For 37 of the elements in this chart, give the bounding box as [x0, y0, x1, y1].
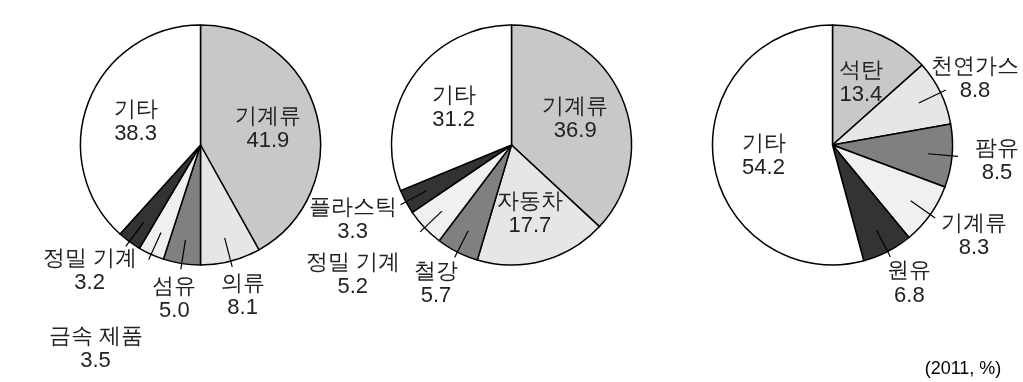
- slice-label: 기계류: [234, 103, 301, 129]
- data-label: 36.9: [553, 116, 597, 142]
- data-label: 8.3: [958, 234, 990, 260]
- slice-label: 정밀 기계: [305, 248, 400, 274]
- data-label: 3.3: [337, 217, 368, 243]
- slice-label: 플라스틱: [308, 193, 397, 219]
- data-label: 5.2: [337, 272, 369, 298]
- data-label: 13.4: [839, 81, 883, 107]
- data-label: 8.1: [227, 293, 258, 319]
- slice-label: 원유: [887, 257, 932, 283]
- slice-label: 기계류: [941, 209, 1008, 235]
- data-label: 17.7: [508, 211, 552, 237]
- data-label: 3.5: [80, 347, 111, 373]
- slice-label: 기계류: [542, 92, 609, 118]
- data-label: 5.0: [159, 296, 190, 322]
- data-label: 38.3: [114, 119, 157, 145]
- slice-label: 천연가스: [931, 53, 1019, 79]
- slice-label: 의류: [220, 269, 265, 295]
- data-label: 3.2: [74, 268, 105, 294]
- legend-label: 정밀 기계: [42, 244, 137, 270]
- data-label: 54.2: [742, 153, 785, 179]
- data-label: 31.2: [432, 106, 476, 132]
- slice-label: 섬유: [152, 272, 197, 298]
- data-label: 8.5: [981, 158, 1013, 184]
- slice-label: 석탄: [838, 57, 883, 83]
- data-label: 6.8: [894, 281, 925, 307]
- slice-label: 기타: [431, 81, 476, 107]
- slice-label: 자동차: [496, 187, 563, 213]
- text: (2011, %): [924, 358, 1002, 378]
- data-label: 5.7: [420, 282, 452, 308]
- slice-label: 기타: [113, 95, 158, 121]
- slice-label: 기타: [741, 129, 786, 155]
- slice-label: 팜유: [975, 134, 1019, 160]
- slice-label: 금속 제품: [48, 322, 143, 348]
- legend-label: 철강: [414, 258, 459, 284]
- data-label: 8.8: [959, 77, 991, 103]
- data-label: 41.9: [246, 127, 290, 153]
